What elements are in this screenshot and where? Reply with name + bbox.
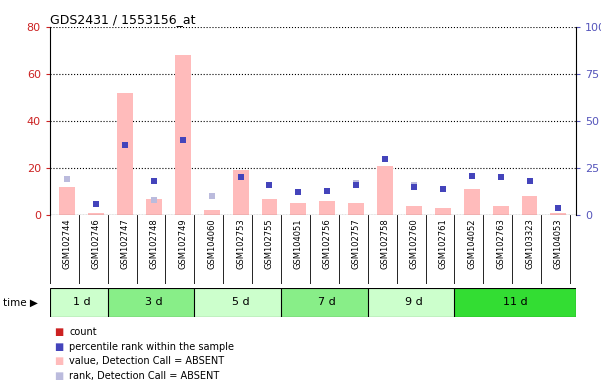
Bar	[108, 288, 200, 317]
Bar	[281, 288, 373, 317]
Text: GSM102748: GSM102748	[150, 218, 159, 269]
Text: 1 d: 1 d	[73, 297, 91, 308]
Text: GSM102757: GSM102757	[352, 218, 361, 269]
Text: value, Detection Call = ABSENT: value, Detection Call = ABSENT	[69, 356, 224, 366]
Text: 3 d: 3 d	[145, 297, 163, 308]
Text: GSM104051: GSM104051	[294, 218, 303, 269]
Text: GDS2431 / 1553156_at: GDS2431 / 1553156_at	[50, 13, 195, 26]
Bar	[194, 288, 287, 317]
Bar	[551, 213, 566, 215]
Text: GSM102749: GSM102749	[178, 218, 188, 269]
Text: ■: ■	[54, 342, 63, 352]
Bar	[319, 201, 335, 215]
Bar	[406, 206, 422, 215]
Text: ■: ■	[54, 327, 63, 337]
Bar	[290, 203, 307, 215]
Text: GSM104052: GSM104052	[467, 218, 476, 269]
Bar	[175, 55, 191, 215]
Text: 5 d: 5 d	[232, 297, 249, 308]
Text: GSM103323: GSM103323	[525, 218, 534, 269]
Bar	[146, 199, 162, 215]
Text: ■: ■	[54, 356, 63, 366]
Bar	[522, 196, 537, 215]
Text: 7 d: 7 d	[319, 297, 336, 308]
Bar	[59, 187, 75, 215]
Text: GSM104060: GSM104060	[207, 218, 216, 269]
Text: count: count	[69, 327, 97, 337]
Bar	[464, 189, 480, 215]
Bar	[454, 288, 576, 317]
Bar	[368, 288, 460, 317]
Bar	[493, 206, 508, 215]
Text: GSM102758: GSM102758	[380, 218, 389, 269]
Text: GSM102763: GSM102763	[496, 218, 505, 269]
Text: GSM102755: GSM102755	[265, 218, 274, 269]
Bar	[88, 213, 104, 215]
Text: 9 d: 9 d	[405, 297, 423, 308]
Bar	[50, 288, 114, 317]
Text: GSM102753: GSM102753	[236, 218, 245, 269]
Bar	[377, 166, 393, 215]
Text: percentile rank within the sample: percentile rank within the sample	[69, 342, 234, 352]
Bar	[348, 203, 364, 215]
Bar	[435, 208, 451, 215]
Bar	[261, 199, 278, 215]
Text: ■: ■	[54, 371, 63, 381]
Text: 11 d: 11 d	[503, 297, 528, 308]
Text: GSM102747: GSM102747	[121, 218, 129, 269]
Bar	[204, 210, 219, 215]
Text: GSM102756: GSM102756	[323, 218, 332, 269]
Text: rank, Detection Call = ABSENT: rank, Detection Call = ABSENT	[69, 371, 219, 381]
Text: GSM102761: GSM102761	[438, 218, 447, 269]
Text: GSM104053: GSM104053	[554, 218, 563, 269]
Text: time ▶: time ▶	[3, 297, 38, 308]
Bar	[117, 93, 133, 215]
Bar	[233, 170, 249, 215]
Text: GSM102744: GSM102744	[63, 218, 72, 269]
Text: GSM102760: GSM102760	[409, 218, 418, 269]
Text: GSM102746: GSM102746	[91, 218, 100, 269]
